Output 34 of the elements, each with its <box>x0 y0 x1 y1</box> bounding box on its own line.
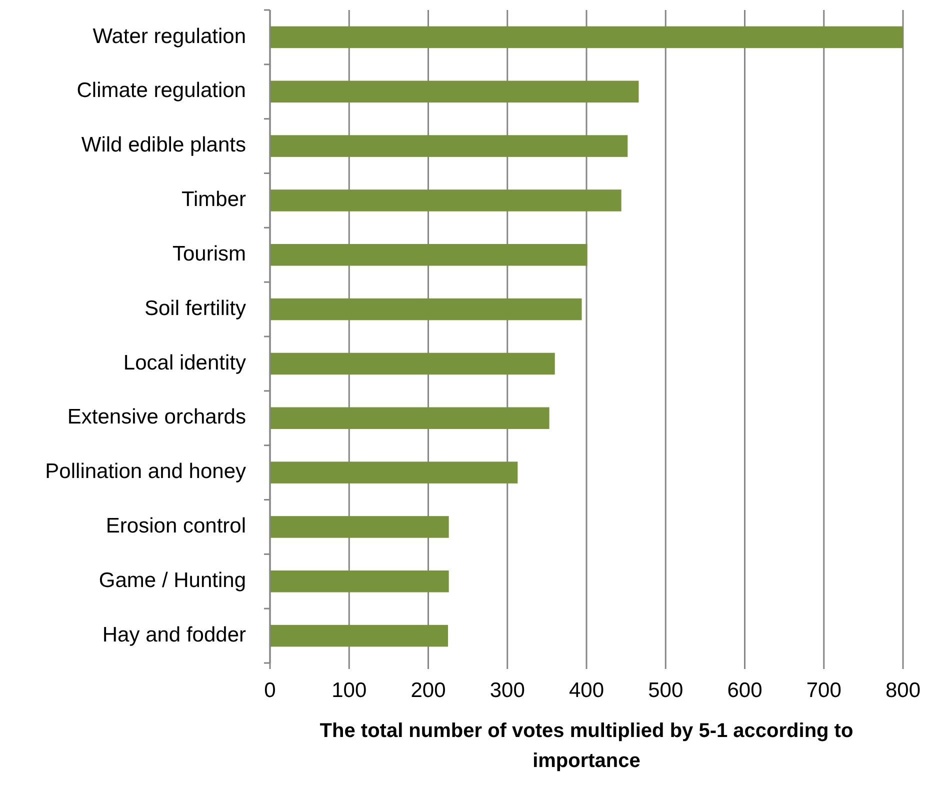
y-tick-label: Erosion control <box>106 514 246 538</box>
bar <box>270 462 518 484</box>
y-tick-label: Hay and fodder <box>102 623 246 646</box>
y-tick-label: Local identity <box>123 351 246 374</box>
x-tick-label: 200 <box>410 679 446 702</box>
y-tick-label: Soil fertility <box>144 296 246 320</box>
bar <box>270 516 449 538</box>
y-tick-label: Water regulation <box>92 24 246 48</box>
bar <box>270 624 448 647</box>
x-tick-label: 300 <box>490 679 525 702</box>
x-tick-label: 400 <box>568 679 604 702</box>
y-tick-label: Timber <box>181 188 246 212</box>
y-tick-label: Tourism <box>172 242 246 266</box>
bar <box>270 407 550 430</box>
y-tick-label: Extensive orchards <box>67 406 246 429</box>
x-tick-label: 100 <box>332 679 367 702</box>
y-tick-label: Climate regulation <box>76 79 246 102</box>
bar <box>270 298 582 320</box>
bar <box>270 190 622 212</box>
y-tick-label: Pollination and honey <box>45 460 246 484</box>
x-tick-label: 500 <box>648 679 684 702</box>
y-tick-label: Wild edible plants <box>81 134 246 157</box>
x-axis-title: The total number of votes multiplied by 5-1 according to importance <box>320 720 854 772</box>
bar <box>270 80 639 103</box>
x-tick-label: 600 <box>727 679 762 702</box>
y-tick-label: Game / Hunting <box>98 568 246 592</box>
bar <box>270 135 628 157</box>
bar <box>270 244 588 266</box>
bar <box>270 26 903 48</box>
x-tick-label: 700 <box>806 679 842 702</box>
bar <box>270 352 555 375</box>
x-tick-label: 800 <box>885 679 921 702</box>
x-tick-label: 0 <box>264 679 276 702</box>
bar <box>270 570 449 592</box>
